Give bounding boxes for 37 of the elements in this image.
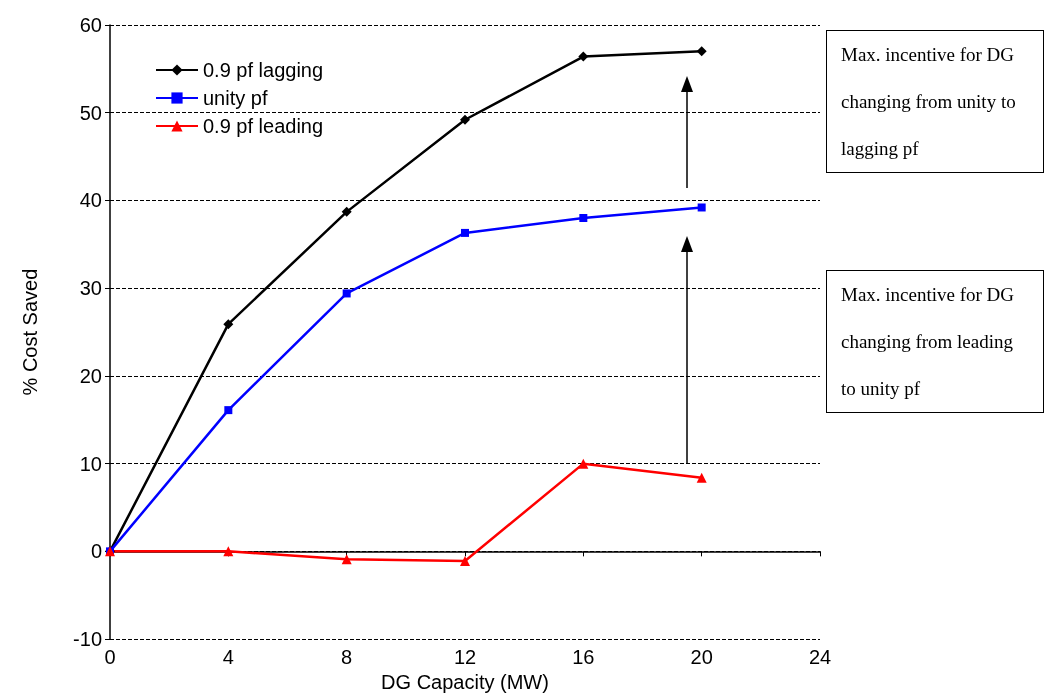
point [223, 319, 234, 330]
x-axis-title: DG Capacity (MW) [381, 671, 549, 693]
point [224, 406, 233, 415]
point [697, 203, 706, 212]
point [461, 228, 469, 237]
point [460, 114, 470, 125]
legend-label: unity pf [203, 87, 268, 109]
point [223, 546, 234, 557]
x-tick-label: 8 [341, 646, 353, 669]
y-tick-label: 20 [79, 364, 102, 387]
text: Max. incentive for DG changing from unity to lagging pf [841, 44, 1016, 159]
point [579, 214, 588, 222]
point [341, 206, 352, 217]
y-tick-label: 0 [90, 540, 102, 563]
y-tick-label: -10 [73, 628, 102, 651]
y-tick-label: 50 [79, 101, 102, 124]
x-tick-label: 12 [453, 646, 477, 669]
x-tick-label: 0 [104, 646, 116, 669]
point [341, 554, 352, 565]
x-tick-label: 20 [690, 646, 713, 669]
text: Max. incentive for DG changing from leading to unity pf [841, 284, 1015, 399]
point [578, 458, 589, 469]
point [460, 556, 470, 567]
point [578, 51, 589, 62]
point [342, 289, 351, 298]
y-tick-label: 40 [79, 189, 102, 212]
y-axis-title: % Cost Saved [19, 268, 41, 396]
y-tick-label: 60 [79, 14, 102, 36]
point [696, 46, 707, 57]
point [696, 472, 707, 483]
legend-label: 0.9 pf lagging [203, 59, 324, 81]
y-tick-label: 30 [79, 277, 102, 300]
y-tick-label: 10 [79, 452, 102, 475]
x-tick-label: 4 [222, 646, 234, 669]
x-tick-label: 24 [808, 646, 832, 669]
x-tick-label: 16 [572, 646, 595, 669]
legend-label: 0.9 pf leading [203, 115, 324, 137]
